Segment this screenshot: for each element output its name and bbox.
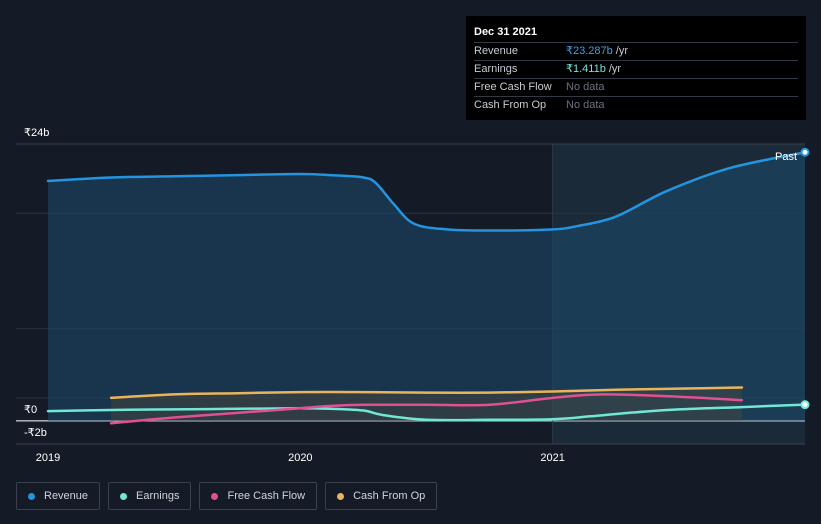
legend-item-revenue[interactable]: Revenue [16,482,101,510]
free-cash-flow-line [109,393,744,425]
legend-label: Cash From Op [353,490,426,502]
tooltip-label: Cash From Op [474,99,547,111]
tooltip-value-revenue: ₹23.287b [566,45,613,57]
x-tick-label: 2019 [36,452,60,464]
legend-item-free-cash-flow[interactable]: Free Cash Flow [199,482,318,510]
chart-legend: Revenue Earnings Free Cash Flow Cash Fro… [16,482,438,510]
tooltip-row-earnings: Earnings ₹1.411b /yr [474,60,798,78]
legend-label: Free Cash Flow [227,490,306,502]
tooltip-unit: /yr [608,63,622,75]
tooltip-label: Earnings [474,63,518,75]
data-tooltip: Dec 31 2021 Revenue ₹23.287b /yr Earning… [466,16,806,120]
revenue-end-marker [800,147,810,157]
legend-label: Earnings [136,490,180,502]
tooltip-value-free-cash-flow: No data [566,81,605,93]
earnings-line [46,403,807,422]
earnings-end-marker [800,400,810,410]
y-tick-label: ₹0 [24,404,37,416]
y-tick-label: -₹2b [24,427,47,439]
tooltip-unit: /yr [615,45,628,57]
revenue-dot-icon [28,492,35,500]
tooltip-date: Dec 31 2021 [474,26,537,38]
legend-item-cash-from-op[interactable]: Cash From Op [325,482,438,510]
tooltip-value-earnings: ₹1.411b [566,63,606,75]
tooltip-row-revenue: Revenue ₹23.287b /yr [474,42,798,60]
x-tick-label: 2020 [288,452,312,464]
tooltip-value-cash-from-op: No data [566,99,605,111]
cash-from-op-dot-icon [337,492,345,500]
chart-area: ₹24b ₹0 -₹2b 2019 2020 2021 Past [16,127,810,464]
legend-item-earnings[interactable]: Earnings [108,482,192,510]
earnings-dot-icon [120,492,128,500]
past-label: Past [775,151,797,163]
tooltip-label: Revenue [474,45,519,57]
tooltip-label: Free Cash Flow [474,81,552,93]
x-tick-label: 2021 [540,452,564,464]
revenue-line [46,150,807,232]
revenue-area [48,152,805,421]
legend-label: Revenue [44,490,89,502]
y-tick-label: ₹24b [24,127,49,139]
tooltip-row-free-cash-flow: Free Cash Flow No data [474,78,798,96]
tooltip-row-cash-from-op: Cash From Op No data [474,96,798,114]
free-cash-flow-dot-icon [211,492,219,500]
